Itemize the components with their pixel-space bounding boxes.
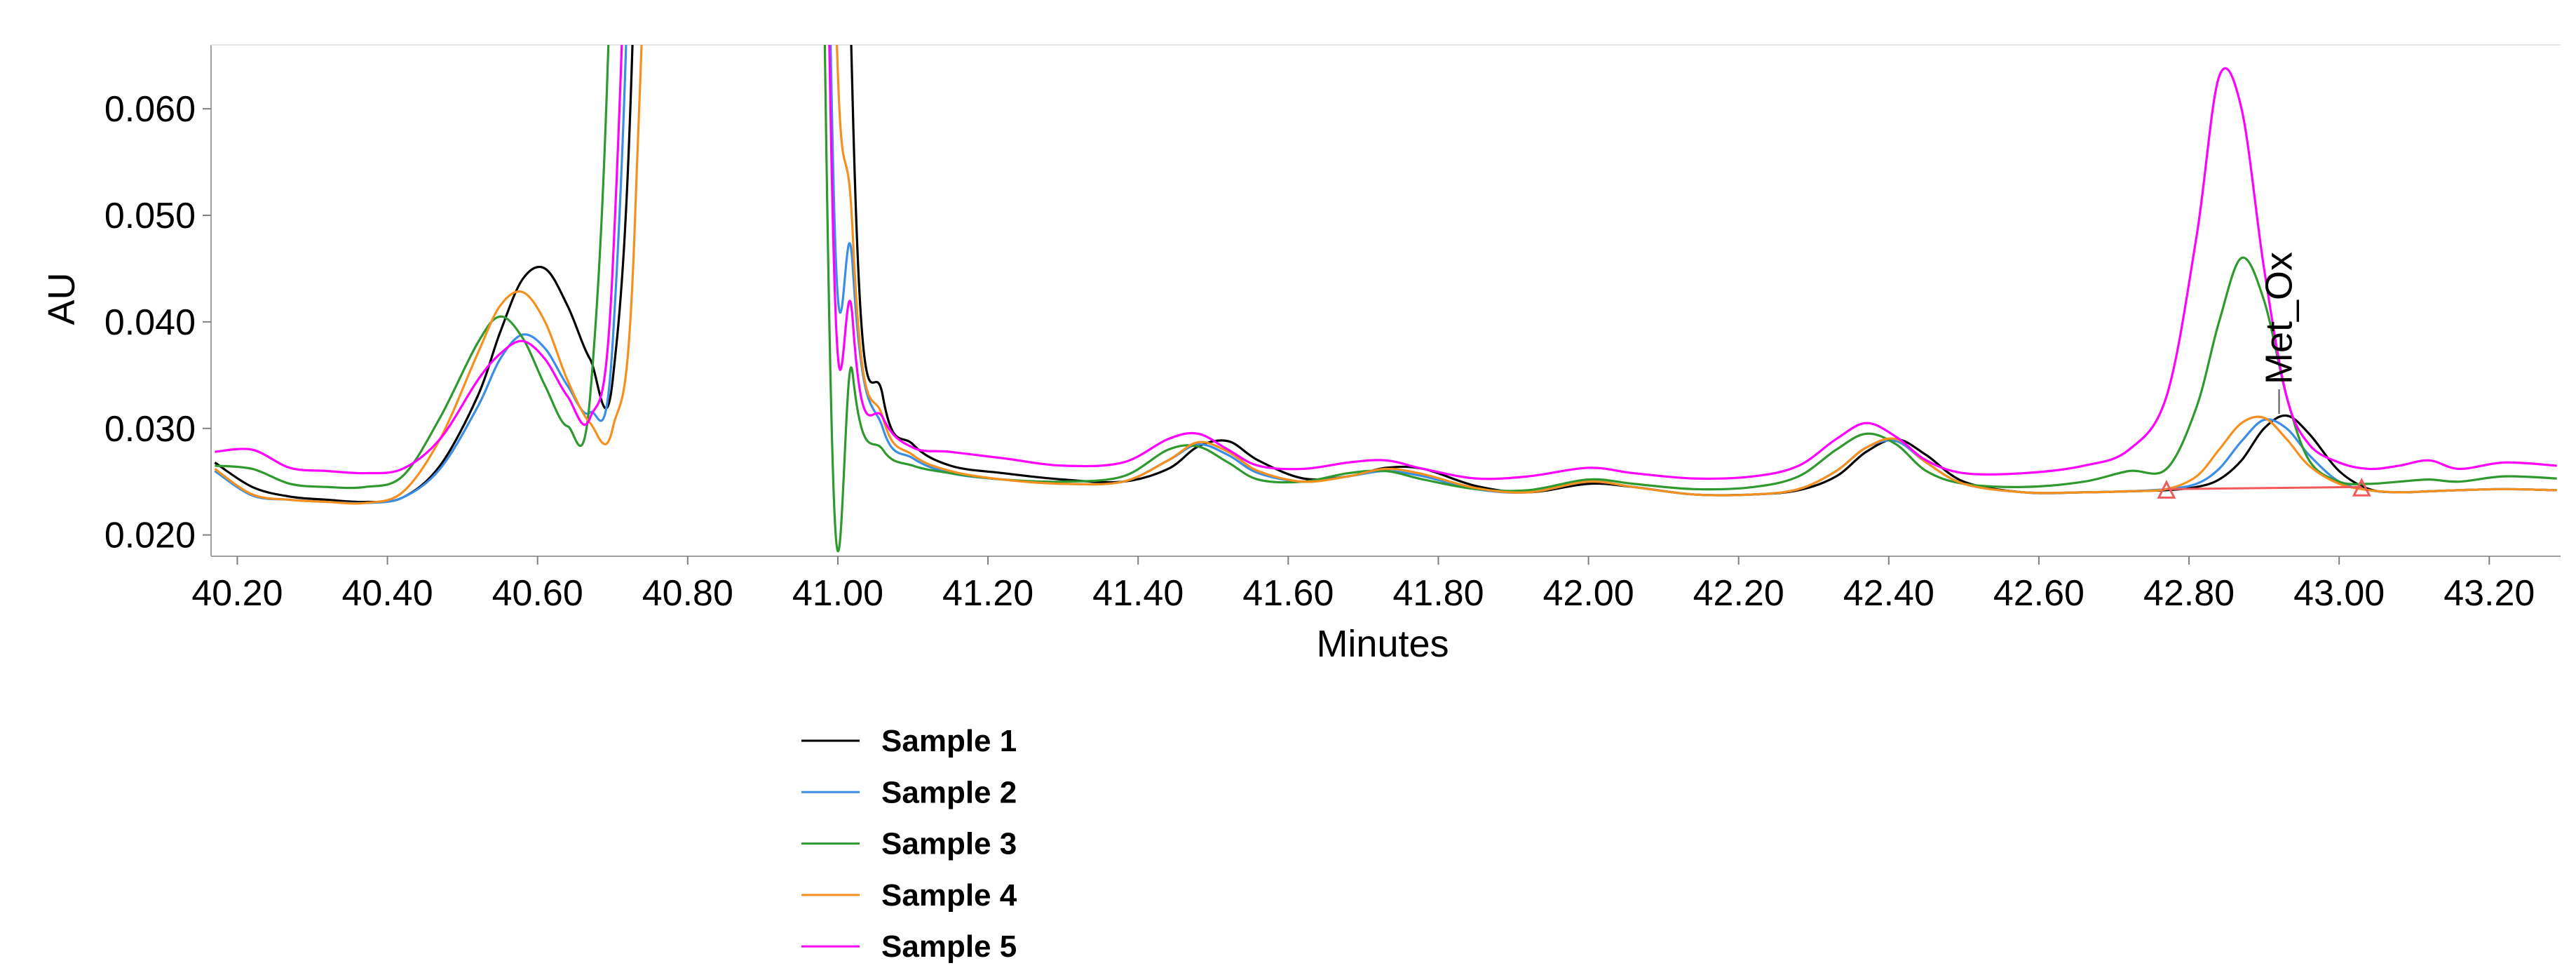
- legend-label: Sample 1: [881, 724, 1017, 758]
- x-tick-label: 40.40: [342, 573, 433, 614]
- x-axis-title: Minutes: [1316, 623, 1449, 665]
- integration-baseline: [2166, 485, 2362, 490]
- x-tick-label: 41.00: [792, 573, 883, 614]
- x-tick-label: 41.80: [1392, 573, 1484, 614]
- x-tick-label: 40.60: [492, 573, 583, 614]
- legend-label: Sample 2: [881, 775, 1017, 809]
- baseline-marker: [2352, 477, 2371, 497]
- x-tick-label: 43.00: [2293, 573, 2385, 614]
- x-tick-label: 41.20: [942, 573, 1033, 614]
- y-tick-label: 0.040: [104, 302, 196, 343]
- x-tick-label: 42.60: [1993, 573, 2084, 614]
- y-tick-label: 0.060: [104, 89, 196, 130]
- legend-label: Sample 5: [881, 929, 1017, 964]
- y-tick-label: 0.030: [104, 409, 196, 450]
- x-tick-label: 40.20: [191, 573, 283, 614]
- plot-area: [214, 45, 2557, 553]
- y-tick-label: 0.020: [104, 516, 196, 556]
- legend-label: Sample 4: [881, 878, 1017, 913]
- y-tick-label: 0.050: [104, 196, 196, 236]
- series-line: [214, 45, 2557, 504]
- y-axis-title: AU: [41, 272, 83, 325]
- x-tick-label: 42.40: [1843, 573, 1934, 614]
- series-line: [214, 45, 2557, 505]
- x-tick-label: 42.20: [1693, 573, 1784, 614]
- x-tick-label: 41.40: [1092, 573, 1184, 614]
- x-tick-label: 43.20: [2443, 573, 2535, 614]
- series-line: [215, 45, 2557, 553]
- baseline-marker: [2157, 479, 2176, 499]
- legend-label: Sample 3: [881, 827, 1017, 861]
- x-tick-label: 40.80: [642, 573, 733, 614]
- x-tick-label: 42.80: [2143, 573, 2235, 614]
- x-tick-label: 42.00: [1543, 573, 1634, 614]
- series-line: [215, 45, 2557, 480]
- x-tick-label: 41.60: [1242, 573, 1334, 614]
- peak-annotation: Met_Ox: [2258, 252, 2300, 384]
